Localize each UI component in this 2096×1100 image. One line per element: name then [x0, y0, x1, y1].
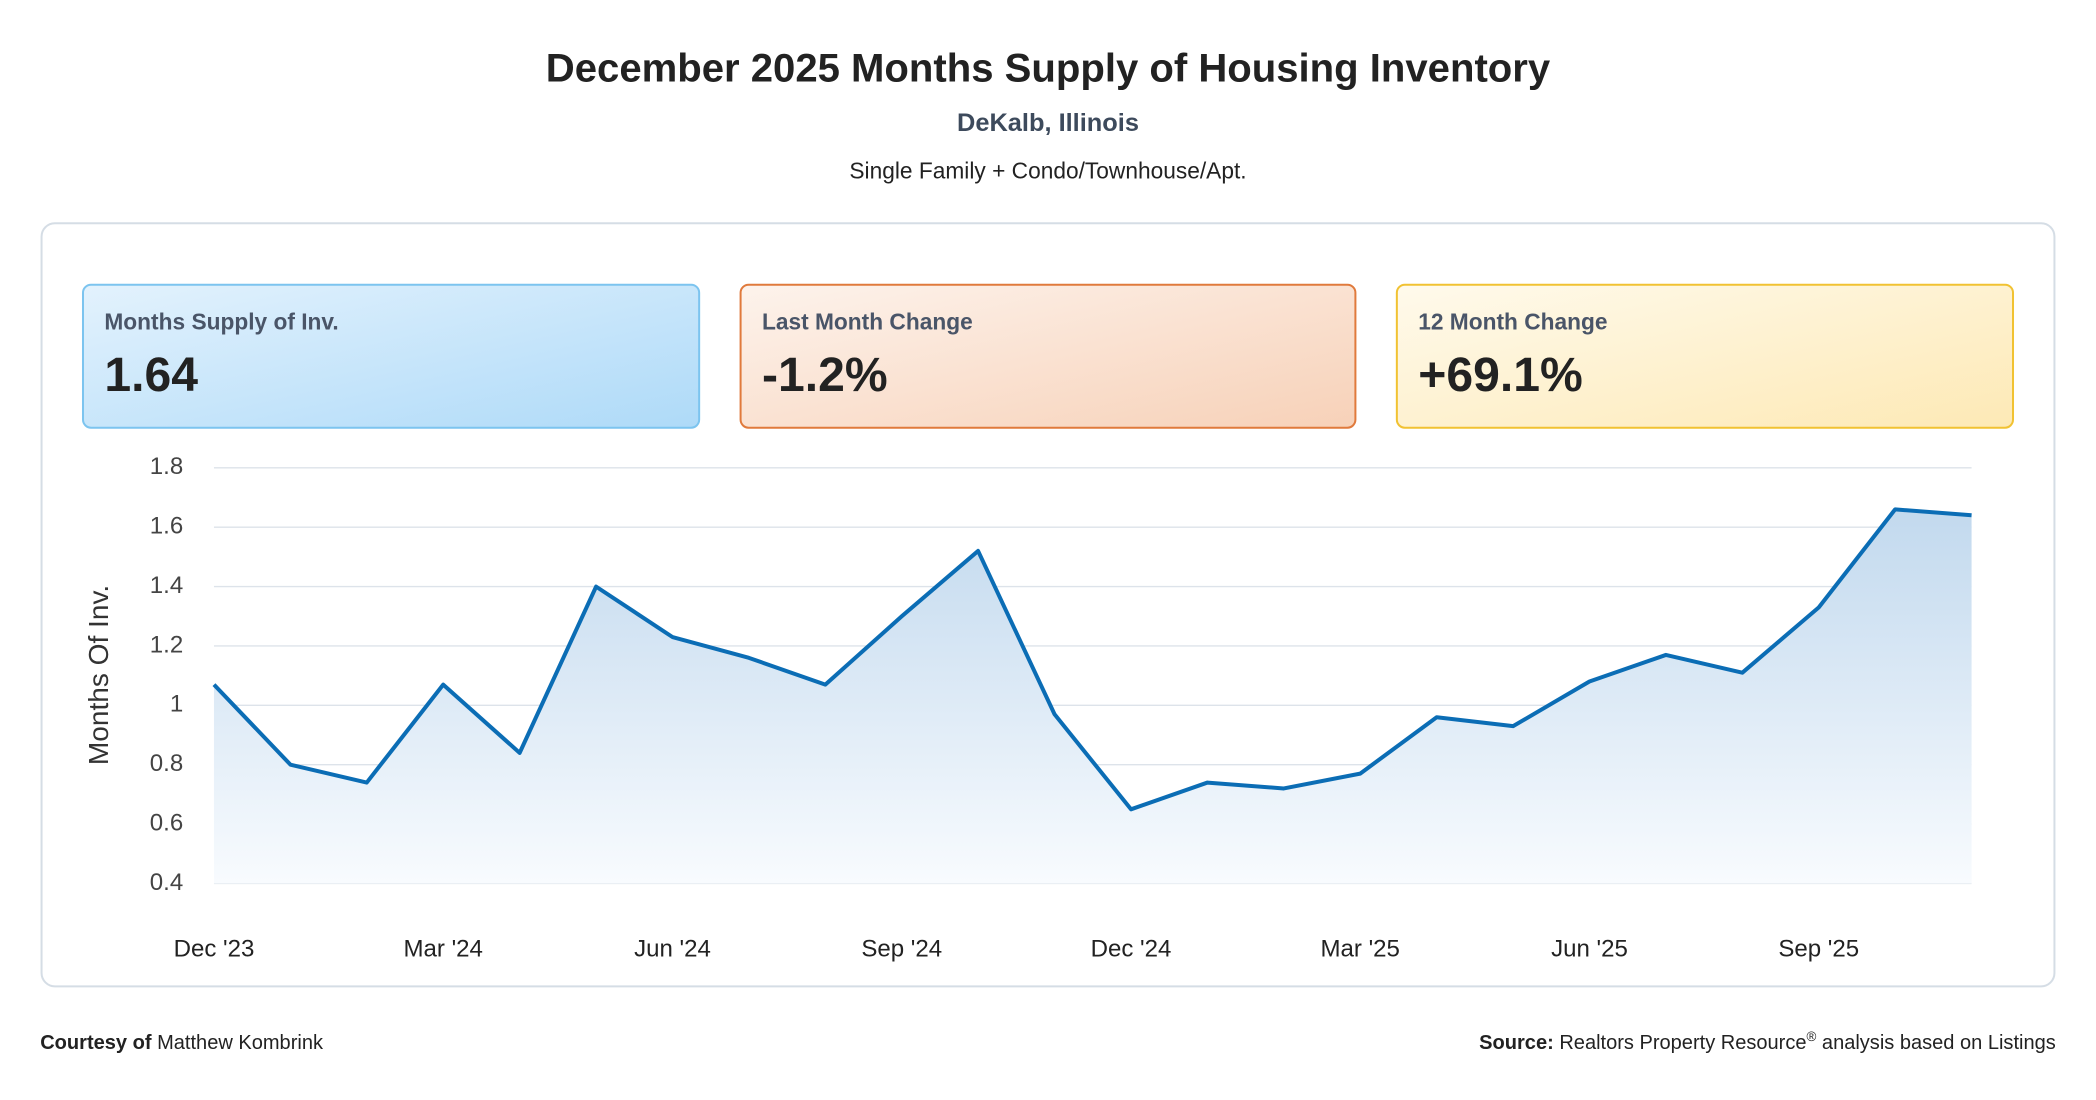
y-axis-label: Months Of Inv.	[83, 585, 114, 765]
subtitle: DeKalb, Illinois	[957, 109, 1139, 137]
x-tick-label: Dec '24	[1091, 936, 1172, 963]
kpi-card	[1395, 283, 2015, 429]
y-tick-label: 1.2	[150, 631, 183, 658]
kpi-label: Months Supply of Inv.	[104, 308, 338, 334]
y-tick-label: 1.8	[150, 453, 183, 480]
title: December 2025 Months Supply of Housing I…	[546, 46, 1551, 90]
kpi-value: +69.1%	[1418, 348, 1583, 402]
kpi-value: -1.2%	[762, 348, 888, 402]
kpi-label: 12 Month Change	[1418, 308, 1607, 334]
source-mark: ®	[1807, 1029, 1817, 1044]
kpi-value: 1.64	[104, 348, 198, 402]
courtesy-label: Courtesy of	[40, 1032, 152, 1054]
kpi-card	[81, 283, 701, 429]
x-tick-label: Mar '25	[1321, 936, 1400, 963]
x-tick-label: Jun '25	[1551, 936, 1628, 963]
x-tick-label: Sep '24	[861, 936, 942, 963]
x-tick-label: Dec '23	[174, 936, 255, 963]
source-rest: analysis based on Listings	[1822, 1032, 2056, 1054]
courtesy: Courtesy of Matthew Kombrink	[40, 1032, 324, 1054]
plot: 0.4 0.6 0.8 1 1.2 1.4 1.6 1.8 Dec '23 Mar '24 Jun …	[150, 453, 1972, 963]
x-tick-label: Jun '24	[634, 936, 711, 963]
y-tick-label: 0.6	[150, 809, 183, 836]
x-tick-label: Sep '25	[1778, 936, 1859, 963]
area	[213, 509, 1972, 884]
kpi-card	[739, 283, 1357, 429]
x-tick-label: Mar '24	[404, 936, 483, 963]
source: Source: Realtors Property Resource® anal…	[1479, 1025, 2056, 1054]
y-tick-label: 1.4	[150, 572, 183, 599]
source-text: Realtors Property Resource	[1559, 1032, 1806, 1054]
y-tick-label: 1.6	[150, 513, 183, 540]
y-tick-label: 0.4	[150, 869, 183, 896]
line	[212, 507, 1972, 812]
description: Single Family + Condo/Townhouse/Apt.	[849, 157, 1246, 183]
courtesy-name: Matthew Kombrink	[157, 1032, 324, 1054]
y-tick-label: 0.8	[150, 750, 183, 777]
y-tick-label: 1	[170, 691, 183, 718]
source-label: Source:	[1479, 1032, 1554, 1054]
kpi-label: Last Month Change	[762, 308, 973, 334]
